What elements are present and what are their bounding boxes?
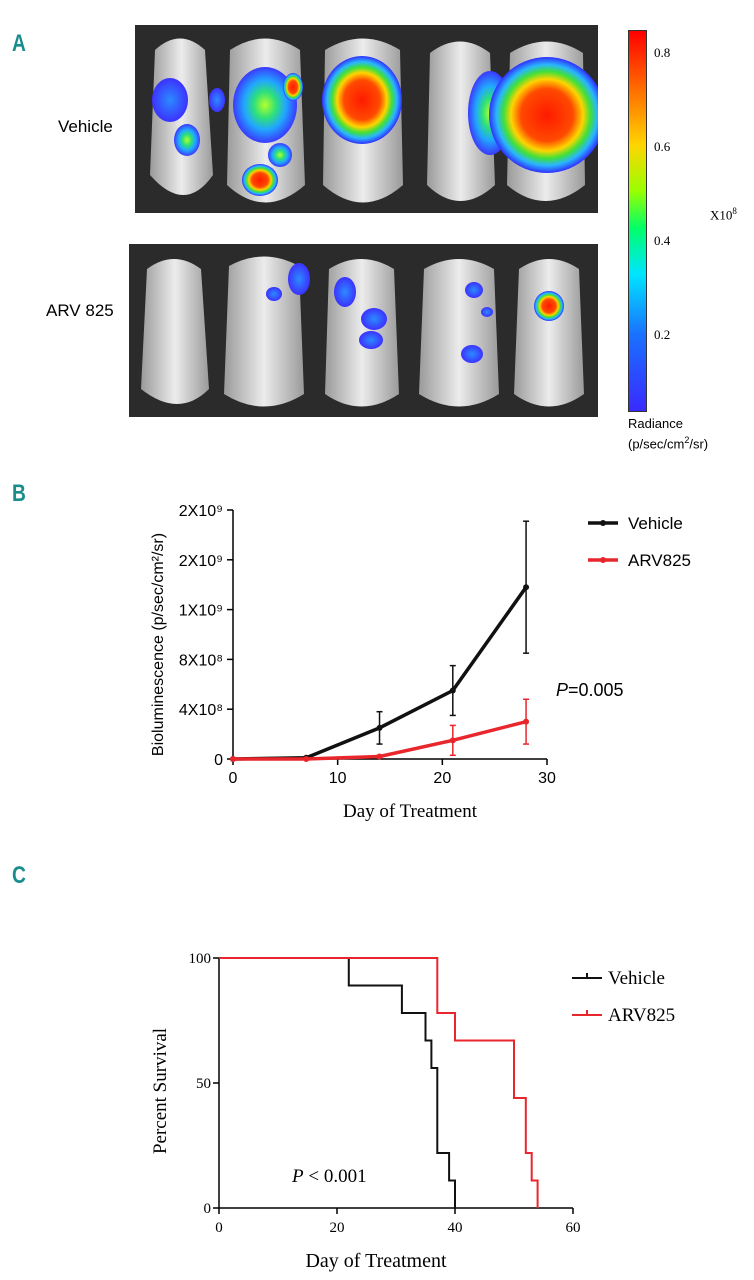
- legend-label: Vehicle: [628, 514, 683, 533]
- signal-spot: [152, 78, 188, 122]
- y-axis-title: Percent Survival: [150, 1028, 171, 1154]
- bioluminescence-chart: 0 4X10⁸ 8X10⁸ 1X10⁹ 2X10⁹ 2X10⁹ 0 10 20 30 Day of …: [150, 503, 691, 822]
- signal-spot: [461, 345, 483, 363]
- y-tick-label: 8X10⁸: [179, 652, 223, 669]
- colorbar-multiplier: X108: [710, 206, 737, 223]
- signal-spot: [481, 307, 493, 317]
- x-tick-label: 0: [215, 1220, 223, 1236]
- signal-spot: [534, 291, 564, 321]
- y-tick-label: 1X10⁹: [179, 603, 223, 620]
- data-point: [376, 724, 383, 731]
- panel-a-letter: A: [12, 30, 26, 57]
- y-tick-label: 0: [204, 1201, 212, 1217]
- signal-spot: [359, 331, 383, 349]
- vehicle-mice-image: [135, 25, 598, 213]
- data-point: [449, 687, 456, 694]
- survival-curve-1: [219, 957, 539, 1208]
- signal-spot: [268, 143, 292, 167]
- legend-marker: [600, 520, 606, 526]
- signal-spot: [283, 73, 303, 101]
- legend-label: ARV825: [628, 551, 691, 570]
- x-tick-label: 20: [433, 770, 451, 787]
- y-tick-label: 2X10⁹: [179, 503, 223, 520]
- colorbar-tick-label: 0.6: [654, 139, 671, 155]
- signal-spot: [334, 277, 356, 307]
- x-tick-label: 60: [566, 1220, 581, 1236]
- y-tick-label: 50: [196, 1076, 211, 1092]
- x-tick-label: 20: [330, 1220, 345, 1236]
- y-tick-label: 0: [214, 752, 223, 769]
- signal-spot: [233, 67, 297, 143]
- y-tick-label: 4X10⁸: [179, 702, 223, 719]
- data-point: [303, 756, 310, 762]
- data-point: [523, 584, 530, 591]
- survival-curve-0: [219, 957, 456, 1208]
- p-value-annotation: P < 0.001: [291, 1166, 367, 1187]
- x-tick-label: 30: [538, 770, 556, 787]
- legend-label: ARV825: [608, 1005, 675, 1026]
- mouse-silhouette: [325, 259, 399, 407]
- x-axis-title: Day of Treatment: [305, 1250, 447, 1272]
- signal-spot: [174, 124, 200, 156]
- data-point: [523, 718, 530, 725]
- signal-spot: [361, 308, 387, 330]
- signal-spot: [266, 287, 282, 301]
- mouse-silhouette: [224, 256, 304, 407]
- panel-b-letter: B: [12, 480, 26, 507]
- signal-spot: [489, 57, 598, 173]
- signal-spot: [322, 56, 402, 144]
- colorbar-tick-label: 0.8: [654, 45, 671, 61]
- signal-spot: [288, 263, 310, 295]
- data-point: [376, 753, 383, 760]
- colorbar-label: Radiance (p/sec/cm2/sr): [628, 416, 709, 452]
- x-tick-label: 10: [329, 770, 347, 787]
- p-value-annotation: P=0.005: [556, 680, 624, 700]
- y-tick-label: 100: [189, 951, 212, 967]
- signal-spot: [465, 282, 483, 298]
- x-axis-title: Day of Treatment: [343, 801, 478, 822]
- vehicle-row-label: Vehicle: [58, 117, 113, 136]
- legend-label: Vehicle: [608, 968, 665, 989]
- radiance-colorbar: [628, 30, 647, 412]
- y-axis-title: Bioluminescence (p/sec/cm²/sr): [150, 533, 167, 756]
- y-tick-label: 2X10⁹: [179, 553, 223, 570]
- signal-spot: [242, 164, 278, 196]
- signal-spot: [209, 88, 225, 112]
- arv825-mice-image: [129, 244, 598, 417]
- colorbar-tick-label: 0.2: [654, 326, 671, 342]
- x-tick-label: 0: [229, 770, 238, 787]
- panel-c-letter: C: [12, 862, 26, 889]
- arv825-row-label: ARV 825: [46, 301, 114, 320]
- x-tick-label: 40: [448, 1220, 463, 1236]
- data-point: [449, 737, 456, 744]
- mouse-silhouette: [141, 259, 209, 404]
- mouse-silhouette: [514, 259, 584, 407]
- data-point: [230, 756, 236, 762]
- mouse-silhouette: [419, 259, 499, 407]
- survival-chart: 0 50 100 0 20 40 60 Day of Treatment Percent Sur…: [150, 951, 675, 1272]
- colorbar-tick-label: 0.4: [654, 233, 671, 249]
- legend-marker: [600, 557, 606, 563]
